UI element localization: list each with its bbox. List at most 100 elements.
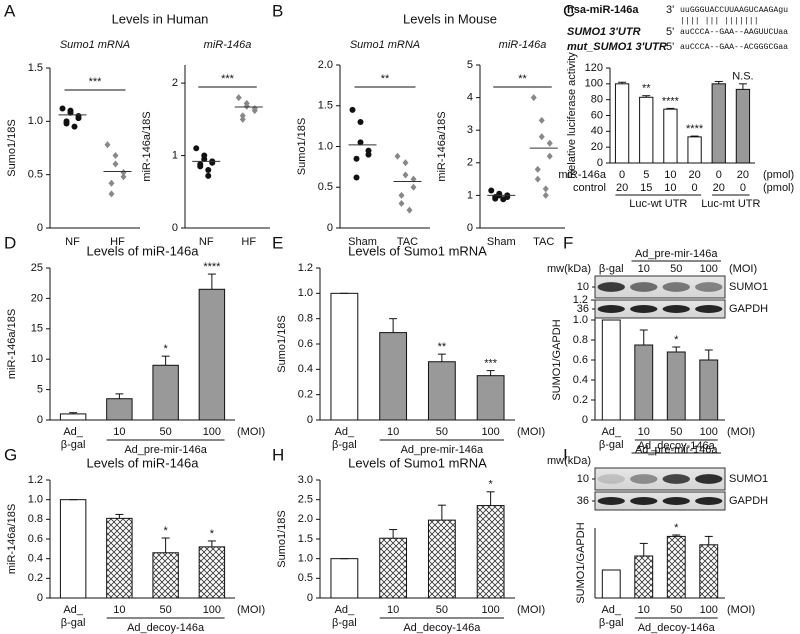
y-axis-label: Sumo1/18S <box>276 510 288 567</box>
lane-label: 10 <box>638 263 650 275</box>
significance: *** <box>221 73 235 85</box>
x-tick-label: 100 <box>481 604 499 616</box>
blot-band <box>662 282 690 292</box>
y-tick-label: 1.0 <box>573 314 588 326</box>
y-tick-label: 0.2 <box>573 394 588 406</box>
y-axis-label: SUMO1/GAPDH <box>551 319 563 400</box>
x-tick-label: 10 <box>387 426 399 438</box>
x-tick-label: Sham <box>487 236 516 248</box>
row-value: 0 <box>619 169 625 181</box>
blot-header: Ad_pre-mir-146a <box>635 248 718 260</box>
band-label: GAPDH <box>729 303 768 315</box>
unit-label: (MOI) <box>517 604 545 616</box>
blot-band <box>630 497 658 505</box>
y-tick-label: 1.2 <box>298 262 313 274</box>
panel-label: E <box>272 233 283 252</box>
data-point <box>120 169 127 177</box>
blot-band <box>662 305 690 313</box>
chart-title: Levels in Mouse <box>403 11 497 26</box>
blot-band <box>695 474 723 484</box>
bar <box>152 552 179 599</box>
bar <box>379 537 408 599</box>
data-point <box>209 159 216 166</box>
row-label: control <box>573 182 606 194</box>
significance: ** <box>642 83 651 95</box>
y-tick-label: 1.0 <box>318 140 333 152</box>
data-point <box>205 167 212 174</box>
sequence: uuGGGUACCUUAAGUCAAGAgu <box>680 6 788 15</box>
bar <box>735 88 751 164</box>
data-point <box>63 120 70 127</box>
unit-label: (MOI) <box>727 426 755 438</box>
y-tick-label: 2.0 <box>298 513 313 525</box>
bar <box>330 558 359 599</box>
data-point <box>353 174 360 181</box>
bar <box>601 569 621 599</box>
group-label: Ad_decoy-146a <box>638 622 716 634</box>
y-tick-label: 120 <box>585 62 603 74</box>
y-axis-label: miR-146a/18S <box>436 111 448 181</box>
y-tick-label: 0.5 <box>298 572 313 584</box>
y-tick-label: 0.6 <box>573 354 588 366</box>
y-axis-label: miR-146a/18S <box>6 309 18 379</box>
y-tick-label: 0.2 <box>298 389 313 401</box>
lane-label: β-gal <box>599 263 624 275</box>
bar <box>427 519 456 599</box>
data-point <box>201 156 208 163</box>
x-tick-label: 10 <box>113 604 125 616</box>
bar <box>106 517 133 599</box>
bar <box>699 359 719 421</box>
y-tick-label: 1.2 <box>573 294 588 306</box>
data-point <box>75 115 82 122</box>
y-tick-label: 2.5 <box>298 494 313 506</box>
unit-label: (MOI) <box>729 263 757 275</box>
mw-marker: 36 <box>577 495 589 507</box>
y-tick-label: 0 <box>597 157 603 169</box>
y-tick-label: 0 <box>37 592 43 604</box>
bar <box>666 351 686 421</box>
y-tick-label: 1.5 <box>28 62 43 74</box>
y-tick-label: 0.6 <box>298 338 313 350</box>
chart-subtitle: Sumo1 mRNA <box>350 39 420 51</box>
y-tick-label: 3 <box>467 124 473 136</box>
data-point <box>394 152 401 160</box>
significance: **** <box>662 95 680 107</box>
x-tick-label: TAC <box>397 236 418 248</box>
mw-label: mw(kDa) <box>547 455 591 467</box>
chart-title: Levels of miR-146a <box>87 243 200 258</box>
data-point <box>239 115 246 123</box>
unit-label: (pmol) <box>763 169 794 181</box>
x-tick-label: Ad_ β-gal <box>599 604 624 629</box>
data-point <box>67 109 74 116</box>
y-tick-label: 25 <box>31 262 43 274</box>
chart-title: Levels of Sumo1 mRNA <box>348 455 487 470</box>
y-tick-label: 2 <box>467 157 473 169</box>
bar <box>198 546 226 599</box>
panel-label: D <box>4 233 16 252</box>
chart-title: Levels in Human <box>112 11 209 26</box>
group-label: Ad_decoy-146a <box>127 622 205 634</box>
y-tick-label: 0 <box>37 222 43 234</box>
data-point <box>108 179 115 187</box>
x-tick-label: Ad_ β-gal <box>332 426 357 451</box>
group-label: Luc-mt UTR <box>701 198 760 210</box>
y-tick-label: 5 <box>37 384 43 396</box>
panel-label: I <box>563 445 568 464</box>
data-point <box>410 175 417 183</box>
x-tick-label: 10 <box>638 426 650 438</box>
y-tick-label: 1.2 <box>28 474 43 486</box>
significance: ** <box>518 73 527 85</box>
data-point <box>546 139 553 147</box>
panel-label: H <box>272 445 284 464</box>
y-tick-label: 80 <box>591 94 603 106</box>
group-label: Luc-wt UTR <box>629 198 687 210</box>
y-tick-label: 1.0 <box>298 553 313 565</box>
data-point <box>398 200 405 208</box>
blot-band <box>597 305 625 313</box>
x-tick-label: 50 <box>670 604 682 616</box>
panel-label: B <box>272 1 283 20</box>
row-value: 20 <box>688 169 700 181</box>
bar <box>699 544 719 599</box>
mw-label: mw(kDa) <box>547 263 591 275</box>
